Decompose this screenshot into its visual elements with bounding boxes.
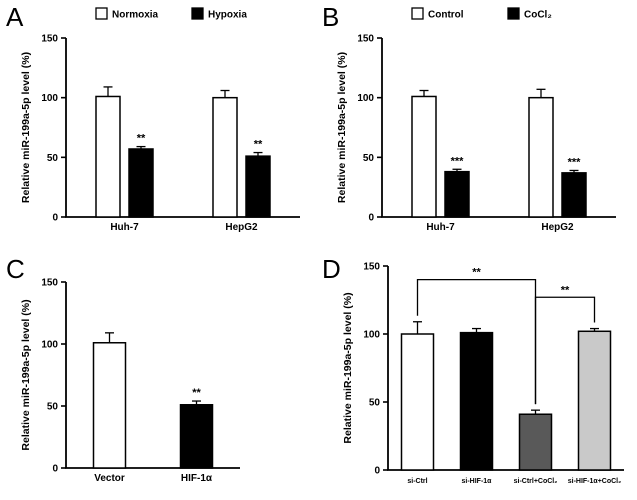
svg-text:**: ** (472, 267, 481, 279)
svg-text:**: ** (192, 387, 201, 399)
svg-text:HepG2: HepG2 (541, 222, 574, 233)
svg-text:Control: Control (428, 10, 464, 21)
svg-text:50: 50 (363, 153, 375, 164)
bar-chart-svg: 0 50 100 150 Relative miR-199a-5p level (%) s… (342, 262, 624, 485)
svg-text:Relative miR-199a-5p level (%): Relative miR-199a-5p level (%) (342, 292, 354, 443)
svg-text:Hypoxia: Hypoxia (208, 10, 247, 21)
svg-text:HepG2: HepG2 (225, 222, 258, 233)
svg-text:**: ** (137, 133, 146, 145)
svg-text:si-Ctrl: si-Ctrl (407, 478, 427, 485)
bar-chart-svg: 0 50 100 150 Relative miR-199a-5p level (%) V… (20, 278, 240, 484)
svg-text:Relative miR-199a-5p level (%): Relative miR-199a-5p level (%) (20, 299, 32, 450)
svg-text:si-Ctrl+CoCl₂: si-Ctrl+CoCl₂ (514, 478, 558, 485)
svg-text:0: 0 (52, 464, 58, 475)
svg-text:Relative miR-199a-5p level (%): Relative miR-199a-5p level (%) (20, 52, 32, 203)
svg-text:Vector: Vector (94, 473, 125, 484)
svg-text:50: 50 (369, 398, 381, 409)
panel-b-label: B (322, 2, 340, 32)
svg-text:150: 150 (41, 278, 58, 289)
svg-text:Huh-7: Huh-7 (110, 222, 139, 233)
svg-text:150: 150 (41, 34, 58, 45)
svg-text:100: 100 (41, 340, 58, 351)
svg-text:50: 50 (47, 153, 59, 164)
svg-text:150: 150 (363, 262, 380, 273)
panel-b-bar-chart: 0 50 100 150 Relative miR-199a-5p level (%) H… (330, 2, 630, 252)
svg-text:HIF-1α: HIF-1α (181, 473, 213, 484)
svg-text:***: *** (568, 156, 582, 168)
svg-text:Huh-7: Huh-7 (426, 222, 455, 233)
panel-c-label: C (6, 254, 25, 284)
svg-text:0: 0 (374, 466, 380, 477)
panel-d-bar-chart: 0 50 100 150 Relative miR-199a-5p level (%) s… (336, 250, 632, 500)
svg-text:CoCl₂: CoCl₂ (524, 10, 552, 21)
svg-text:0: 0 (368, 213, 374, 224)
bar-chart-svg: 0 50 100 150 Relative miR-199a-5p level (%) H… (20, 7, 300, 233)
panel-d-label: D (322, 254, 341, 284)
svg-text:100: 100 (363, 330, 380, 341)
svg-text:50: 50 (47, 402, 59, 413)
panel-c-bar-chart: 0 50 100 150 Relative miR-199a-5p level (%) V… (14, 256, 284, 500)
panel-a-label: A (6, 2, 24, 32)
svg-text:si-HIF-1α: si-HIF-1α (462, 478, 493, 485)
svg-text:Relative miR-199a-5p level (%): Relative miR-199a-5p level (%) (336, 52, 348, 203)
bar-chart-svg: 0 50 100 150 Relative miR-199a-5p level (%) H… (336, 7, 616, 233)
panel-a-bar-chart: 0 50 100 150 Relative miR-199a-5p level (%) H… (14, 2, 314, 252)
svg-text:**: ** (254, 139, 263, 151)
svg-text:**: ** (561, 284, 570, 296)
svg-text:Normoxia: Normoxia (112, 10, 159, 21)
svg-text:100: 100 (357, 93, 374, 104)
svg-text:150: 150 (357, 34, 374, 45)
svg-text:0: 0 (52, 213, 58, 224)
svg-text:***: *** (451, 155, 465, 167)
svg-text:100: 100 (41, 93, 58, 104)
svg-text:si-HIF-1α+CoCl₂: si-HIF-1α+CoCl₂ (568, 478, 622, 485)
